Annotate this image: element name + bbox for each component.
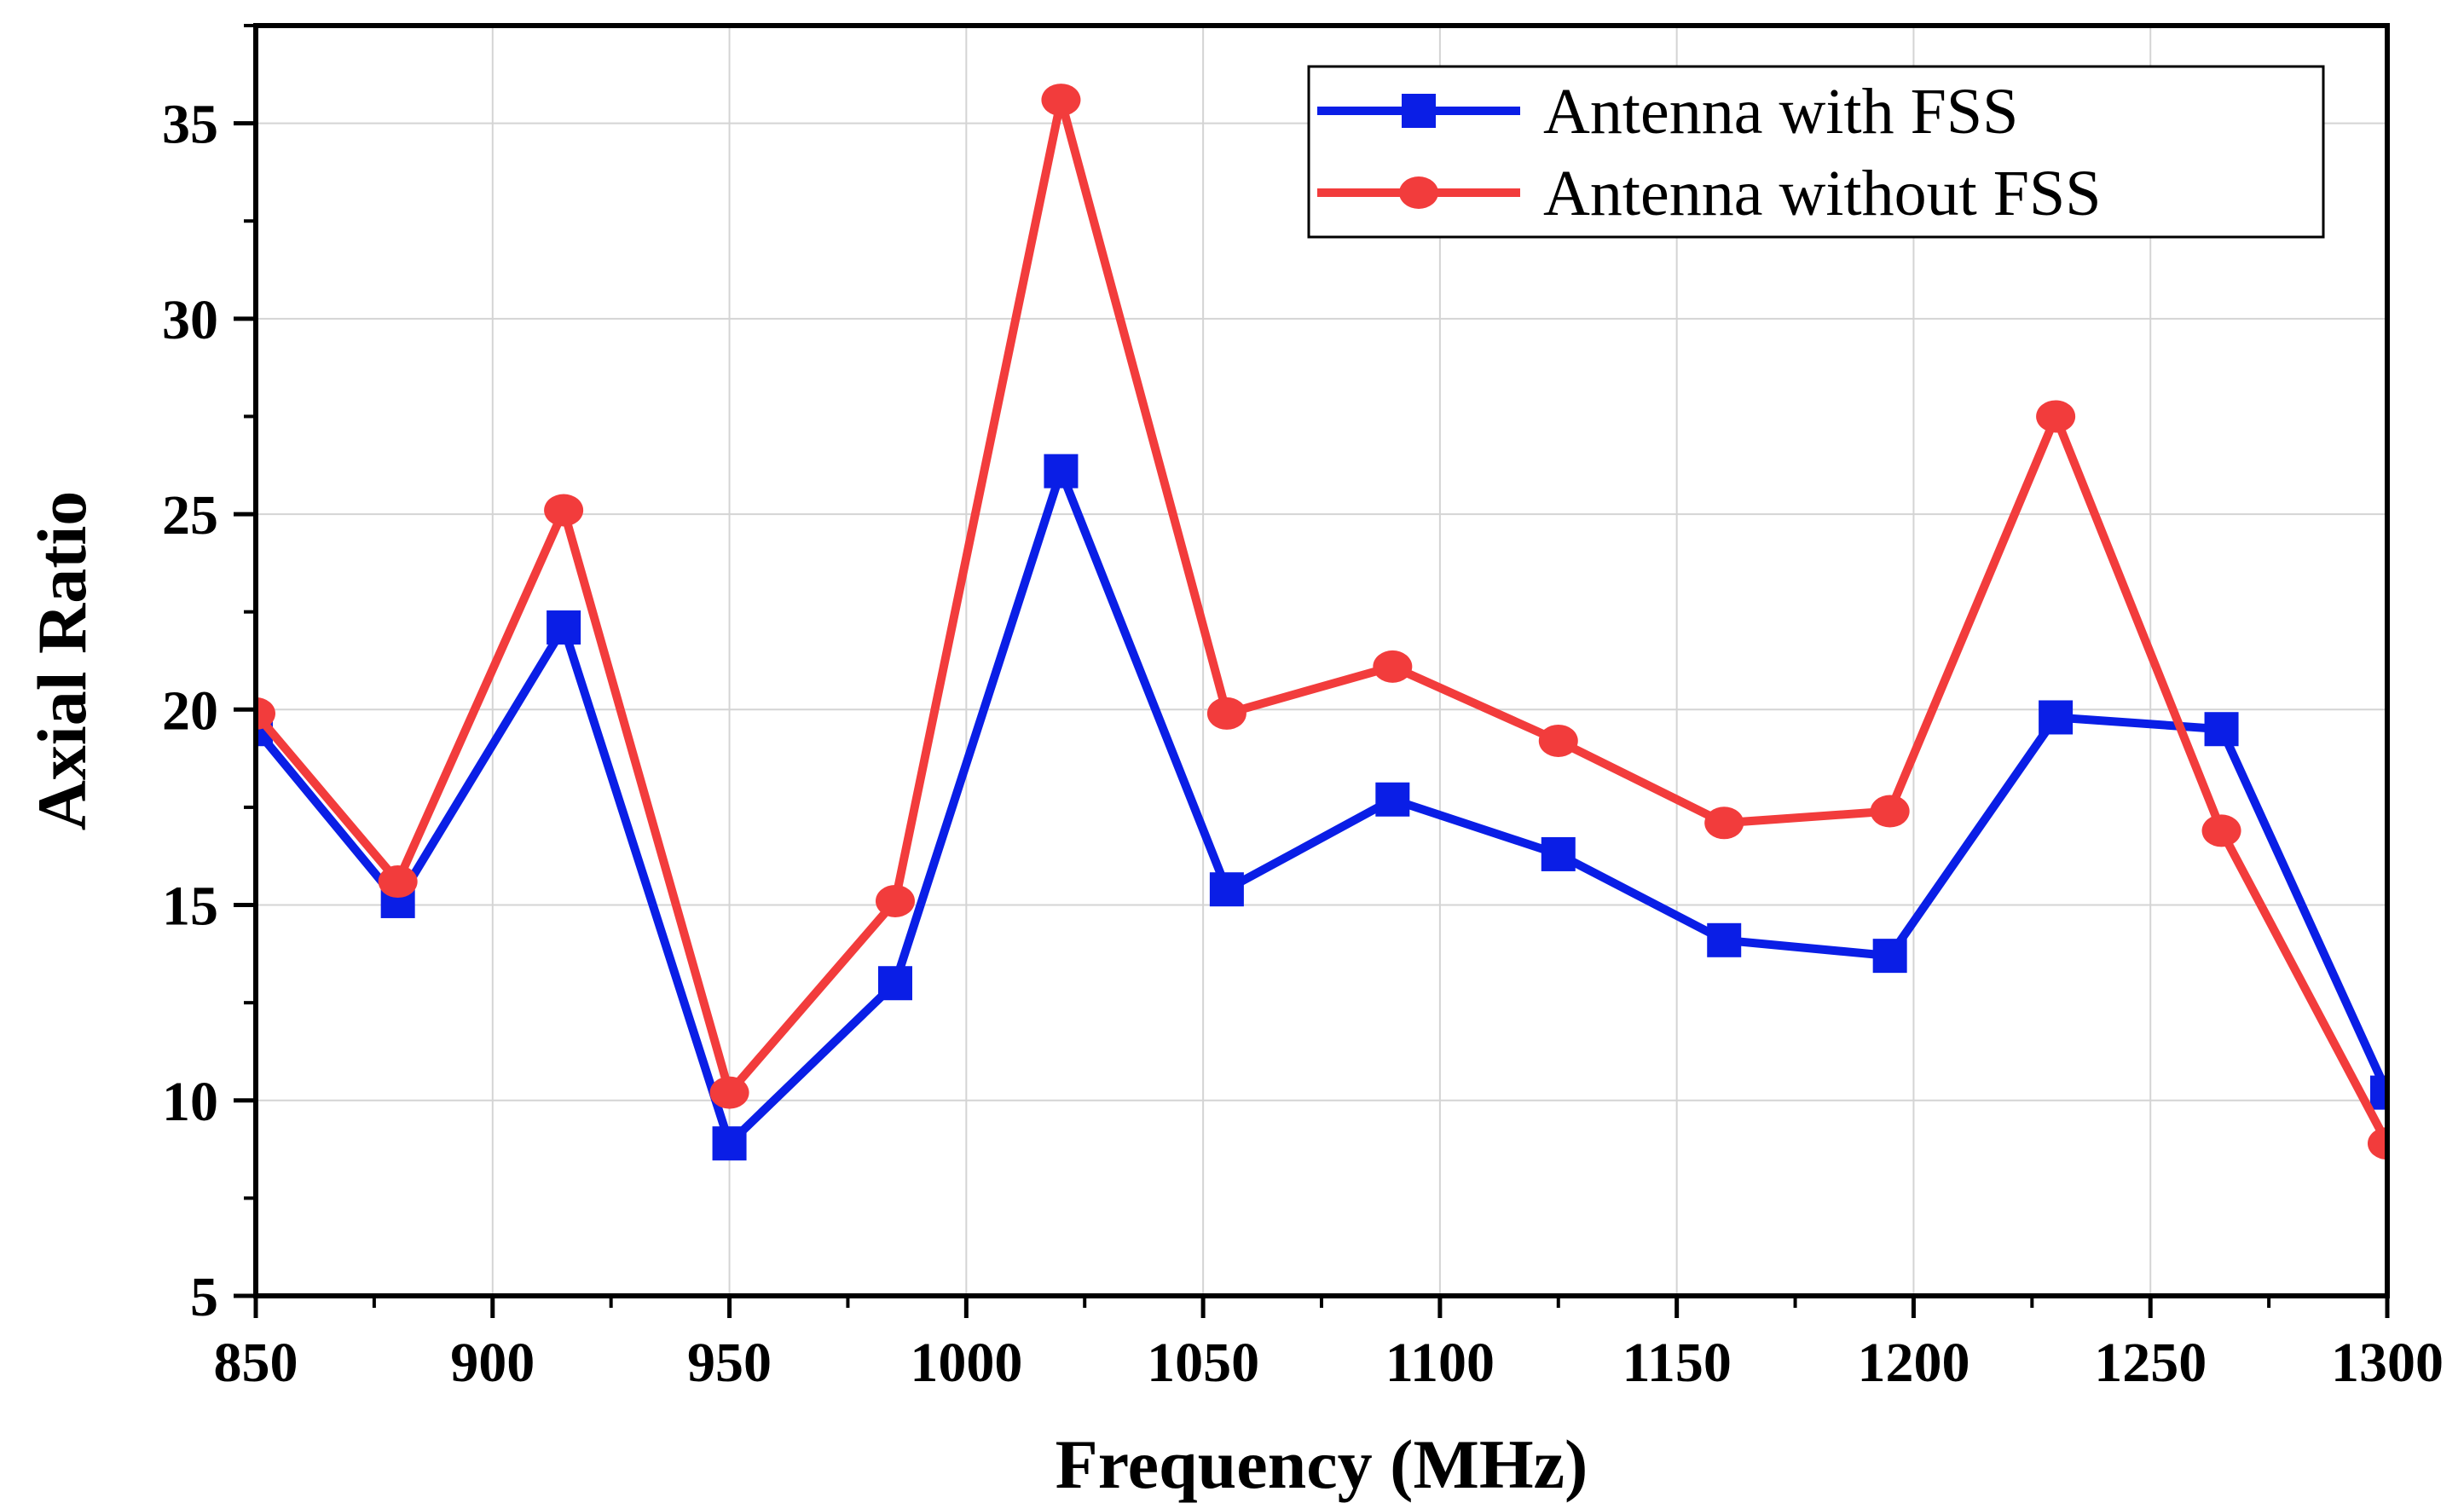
legend-box — [1307, 65, 2325, 239]
x-tick-label: 1200 — [1857, 1332, 1969, 1394]
legend-swatch-square — [1402, 94, 1436, 128]
data-point-square — [2370, 1075, 2387, 1110]
data-point-circle — [1206, 697, 1246, 730]
axis-ticks — [234, 24, 2390, 1318]
x-tick-label: 950 — [687, 1332, 772, 1394]
data-point-square — [1872, 939, 1907, 974]
data-point-circle — [378, 865, 418, 899]
series-line — [256, 458, 2387, 1152]
x-tick-label: 850 — [214, 1332, 298, 1394]
data-point-circle — [876, 884, 915, 917]
data-point-circle — [2036, 400, 2076, 433]
data-point-square — [1044, 454, 1079, 489]
x-tick-label: 1150 — [1622, 1332, 1731, 1394]
plot-series — [256, 84, 2387, 1161]
y-tick-label: 30 — [162, 289, 218, 351]
x-tick-label: 1000 — [910, 1332, 1022, 1394]
x-tick-label: 1300 — [2331, 1332, 2444, 1394]
legend-swatch-circle — [1399, 176, 1438, 209]
series-2 — [256, 84, 2387, 1160]
y-tick-label: 5 — [190, 1266, 218, 1328]
x-tick-label: 900 — [450, 1332, 535, 1394]
data-point-circle — [2201, 814, 2241, 847]
y-tick-label: 10 — [162, 1071, 218, 1133]
data-point-square — [2204, 712, 2239, 747]
y-axis-label: Axial Ratio — [23, 491, 101, 831]
data-point-circle — [256, 697, 275, 730]
data-point-circle — [1870, 795, 1910, 828]
data-point-circle — [1538, 724, 1578, 757]
y-tick-label: 25 — [162, 484, 218, 546]
legend: Antenna with FSS Antenna without FSS — [1307, 65, 2325, 239]
data-point-square — [1707, 922, 1742, 957]
legend-entry: Antenna without FSS — [1317, 158, 2102, 229]
data-point-circle — [1041, 84, 1081, 117]
data-point-square — [1541, 836, 1576, 871]
y-tick-label: 35 — [162, 94, 218, 156]
legend-label: Antenna with FSS — [1543, 76, 2018, 147]
data-point-square — [547, 610, 581, 645]
x-axis-label: Frequency (MHz) — [1056, 1425, 1588, 1503]
data-point-square — [1209, 872, 1244, 907]
data-point-square — [2039, 700, 2074, 735]
data-point-circle — [1704, 807, 1744, 840]
tick-labels: 850 900 950 1000 1050 1100 1150 1200 1250 1300 5 10… — [162, 94, 2444, 1394]
legend-entry: Antenna with FSS — [1317, 76, 2018, 147]
x-tick-label: 1250 — [2094, 1332, 2207, 1394]
data-point-circle — [2368, 1127, 2387, 1160]
y-tick-label: 15 — [162, 876, 218, 938]
data-point-circle — [544, 494, 584, 527]
y-tick-label: 20 — [162, 679, 218, 742]
data-point-square — [878, 966, 912, 1001]
x-tick-label: 1100 — [1385, 1332, 1495, 1394]
x-tick-label: 1050 — [1147, 1332, 1259, 1394]
data-point-square — [712, 1126, 747, 1161]
legend-label: Antenna without FSS — [1543, 158, 2102, 229]
data-point-circle — [709, 1076, 749, 1109]
data-point-square — [1375, 782, 1410, 817]
data-point-circle — [1373, 650, 1413, 683]
series-line — [256, 98, 2387, 1146]
